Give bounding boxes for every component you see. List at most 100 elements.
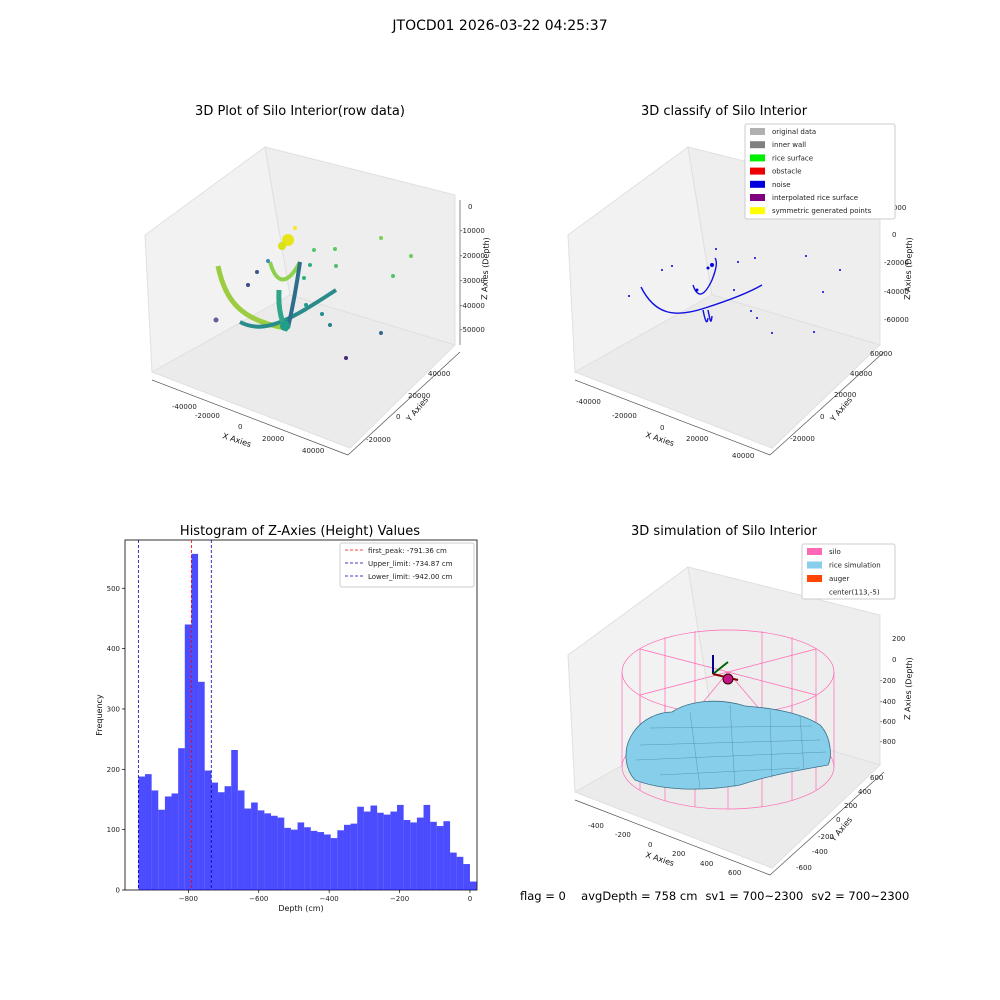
sim-ztick-2: -200 [880, 677, 896, 685]
histogram-bar [317, 832, 325, 890]
histogram-bar [158, 809, 165, 890]
histogram-bar [191, 553, 199, 890]
classify-ytick-0: -20000 [790, 435, 815, 443]
histogram-bar [224, 786, 232, 890]
raw-xtick-3: 20000 [262, 435, 284, 443]
raw-zlabel: Z Axies (Depth) [480, 237, 491, 300]
raw-point-cloud [213, 226, 413, 360]
histogram-bar [217, 792, 225, 890]
histogram-bar [436, 826, 444, 890]
histogram-bar [363, 811, 371, 890]
histogram-bar [463, 864, 470, 890]
histogram-bar [264, 813, 272, 890]
raw-ytick-0: -20000 [366, 436, 391, 444]
raw-xtick-1: -20000 [195, 412, 220, 420]
histogram-legend-label: first_peak: -791.36 cm [368, 547, 447, 555]
legend-label: auger [829, 575, 849, 583]
histogram-ytick-label: 500 [107, 585, 120, 593]
classify-zlabel: Z Axies (Depth) [903, 237, 914, 300]
legend-swatch [750, 141, 765, 149]
raw-ztick-1: -10000 [460, 227, 485, 235]
legend-swatch [750, 180, 765, 188]
rice-surface [625, 700, 831, 790]
raw-ztick-5: -50000 [460, 326, 485, 334]
sim-ztick-1: 0 [892, 656, 896, 664]
histogram-bar [277, 817, 285, 890]
histogram-bar [297, 822, 305, 890]
classify-xtick-2: 0 [660, 424, 664, 432]
histogram-ytick-label: 100 [107, 826, 120, 834]
status-line: flag = 0 avgDepth = 758 cm sv1 = 700~2300… [520, 889, 917, 903]
raw-ztick-3: -30000 [460, 277, 485, 285]
sim-xlabel: X Axies [644, 850, 675, 868]
histogram-bar [171, 793, 179, 890]
legend-label: noise [772, 181, 791, 189]
sim-ytick-6: 600 [870, 774, 883, 782]
legend-swatch [750, 194, 765, 201]
histogram-xtick-label: −800 [179, 895, 198, 903]
figure-title: JTOCD01 2026-03-22 04:25:37 [392, 18, 608, 34]
sim-ztick-0: 200 [892, 635, 905, 643]
histogram-bar [310, 830, 318, 890]
histogram-bar [138, 776, 146, 890]
histogram-bar [290, 829, 298, 890]
sim-ylabel: Y Axies [828, 815, 854, 844]
status-sv2: sv2 = 700~2300 [811, 889, 910, 903]
histogram-bars [138, 553, 477, 890]
legend-swatch [807, 548, 822, 555]
classify-ylabel: Y Axies [828, 395, 854, 424]
raw-ztick-2: -20000 [460, 252, 485, 260]
sim-zlabel: Z Axies (Depth) [903, 657, 914, 720]
sim-ytick-0: -600 [796, 864, 812, 872]
histogram-bar [204, 770, 212, 890]
histogram-bar [145, 774, 152, 890]
histogram-bar [244, 808, 252, 890]
sim-ytick-5: 400 [858, 788, 871, 796]
histogram-bar [350, 823, 358, 890]
classify-xtick-0: -40000 [576, 398, 601, 406]
histogram-bar [304, 827, 311, 890]
sim-xtick-5: 600 [728, 869, 741, 877]
classify-ztick-2: -20000 [884, 259, 909, 267]
histogram-bar [383, 814, 391, 890]
raw-ztick-0: 0 [468, 203, 472, 211]
status-avg-depth: avgDepth = 758 cm [581, 889, 698, 903]
sim-xtick-0: -400 [588, 822, 604, 830]
sim-ztick-3: -400 [880, 698, 896, 706]
histogram-bar [469, 881, 477, 890]
classify-xtick-1: -20000 [612, 412, 637, 420]
raw-xtick-2: 0 [238, 423, 242, 431]
classify-ytick-3: 40000 [850, 370, 872, 378]
legend-label: rice simulation [829, 562, 881, 570]
histogram-bar [410, 822, 417, 890]
histogram-bar [416, 817, 424, 890]
status-flag: flag = 0 [520, 889, 566, 903]
classify-xtick-4: 40000 [732, 452, 754, 460]
histogram-bar [324, 834, 331, 890]
classify-xtick-3: 20000 [686, 435, 708, 443]
histogram-ylabel: Frequency [95, 694, 104, 736]
histogram-bar [390, 811, 398, 890]
legend-label: silo [829, 548, 841, 556]
histogram-ytick-label: 200 [107, 766, 120, 774]
histogram-bar [397, 804, 404, 890]
histogram-xtick-label: −600 [249, 895, 268, 903]
legend-swatch [750, 128, 765, 135]
simulation-plot-title: 3D simulation of Silo Interior [631, 524, 817, 539]
histogram-ytick-label: 300 [107, 705, 120, 713]
histogram-bar [430, 821, 437, 890]
classify-plot-title: 3D classify of Silo Interior [640, 104, 808, 119]
sim-ztick-4: -600 [880, 718, 896, 726]
histogram-bar [251, 802, 258, 890]
histogram-ticks: −800 −600 −400 −200 0 0 100 200 300 400 500 [107, 585, 473, 903]
histogram-bar [237, 790, 245, 890]
histogram-bar [337, 830, 344, 890]
histogram-bar [151, 790, 159, 890]
sim-ytick-1: -400 [812, 848, 828, 856]
legend-label: inner wall [772, 141, 806, 149]
sim-ytick-2: -200 [818, 833, 834, 841]
histogram-bar [343, 824, 351, 890]
histogram-reference-lines [137, 540, 212, 890]
legend-label: interpolated rice surface [772, 194, 858, 202]
histogram-bar [184, 624, 192, 890]
